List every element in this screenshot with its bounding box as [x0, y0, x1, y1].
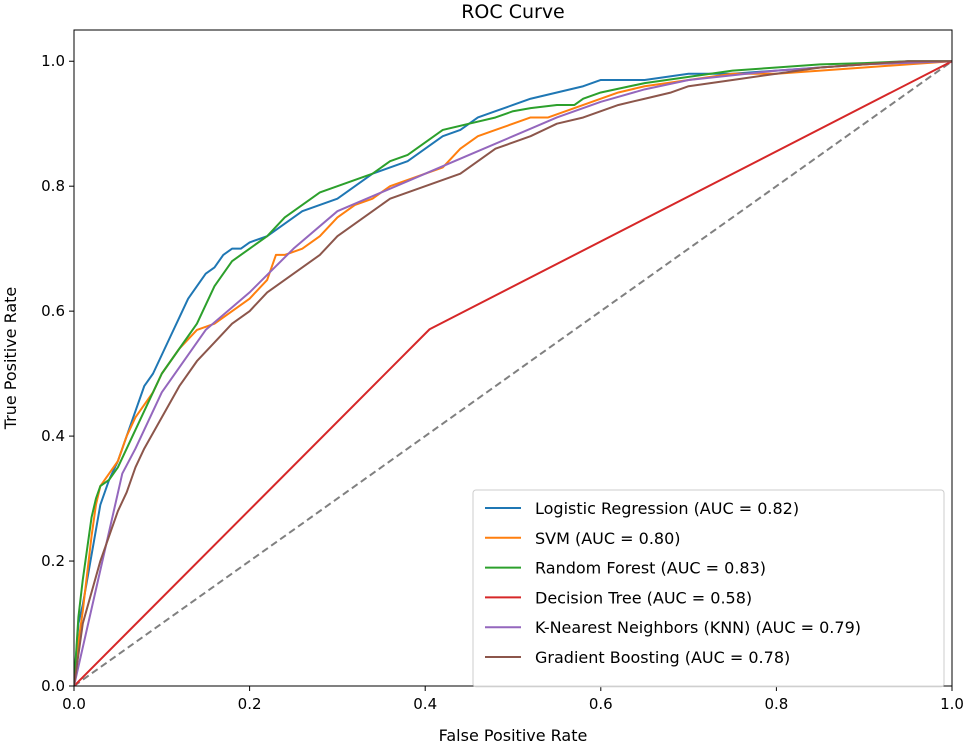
y-tick-label: 1.0: [41, 52, 65, 70]
legend-label-3: Decision Tree (AUC = 0.58): [535, 588, 752, 607]
y-tick-label: 0.4: [41, 427, 65, 445]
chart-title: ROC Curve: [461, 1, 565, 23]
x-tick-label: 0.0: [62, 695, 86, 713]
x-tick-label: 1.0: [940, 695, 964, 713]
y-tick-label: 0.0: [41, 677, 65, 695]
x-tick-label: 0.6: [589, 695, 613, 713]
y-axis-title: True Positive Rate: [1, 287, 20, 431]
legend-label-2: Random Forest (AUC = 0.83): [535, 559, 766, 578]
axes-layer: 0.0 0.2 0.4 0.6 0.8 1.0 0.0 0.2 0.4 0.6 0.8 1.0: [41, 29, 964, 713]
series-layer: [74, 60, 952, 686]
legend: Logistic Regression (AUC = 0.82) SVM (AUC…: [472, 489, 945, 688]
x-tick-label: 0.8: [764, 695, 788, 713]
chance-diagonal-line: [74, 60, 952, 686]
legend-label-5: Gradient Boosting (AUC = 0.78): [535, 648, 790, 667]
legend-label-4: K-Nearest Neighbors (KNN) (AUC = 0.79): [535, 618, 861, 637]
legend-label-0: Logistic Regression (AUC = 0.82): [535, 499, 799, 518]
legend-label-1: SVM (AUC = 0.80): [535, 529, 681, 548]
y-tick-label: 0.8: [41, 177, 65, 195]
series-line-0: [74, 60, 952, 686]
series-line-3: [74, 60, 952, 686]
x-tick-label: 0.2: [238, 695, 262, 713]
series-line-4: [74, 60, 952, 686]
y-tick-label: 0.2: [41, 552, 65, 570]
x-axis-title: False Positive Rate: [439, 726, 588, 743]
series-line-1: [74, 60, 952, 686]
x-tick-label: 0.4: [413, 695, 437, 713]
series-line-2: [74, 60, 952, 686]
series-line-5: [74, 60, 952, 686]
y-tick-label: 0.6: [41, 302, 65, 320]
legend-box: [472, 489, 945, 688]
